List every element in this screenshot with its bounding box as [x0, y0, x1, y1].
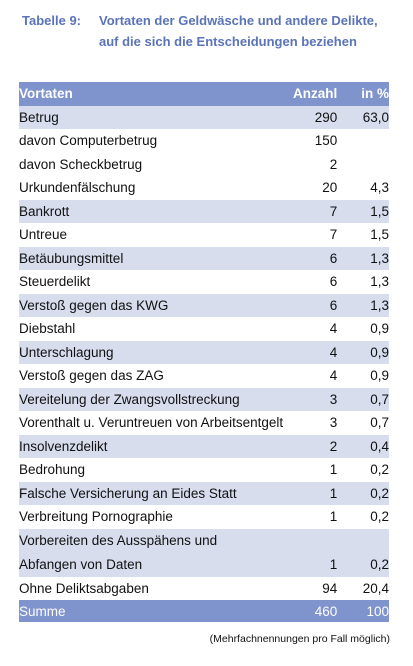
table-row: Abfangen von Daten 1 0,2 [19, 552, 389, 577]
table-row: Vorenthalt u. Veruntreuen von Arbeitsent… [19, 411, 389, 435]
row-count: 94 [283, 576, 338, 600]
row-count: 6 [283, 246, 338, 270]
table-row: Verstoß gegen das KWG 6 1,3 [19, 293, 389, 317]
row-percent: 20,4 [337, 576, 389, 600]
table-row: Ohne Deliktsabgaben 94 20,4 [19, 576, 389, 600]
row-percent: 0,7 [337, 387, 389, 411]
row-count: 7 [283, 223, 338, 247]
header-offense: Vortaten [19, 82, 284, 106]
total-percent: 100 [337, 600, 389, 622]
row-percent: 0,9 [337, 340, 389, 364]
header-count: Anzahl [283, 82, 338, 106]
row-offense: Betrug [19, 105, 284, 129]
row-count: 6 [283, 270, 338, 294]
row-offense: Untreue [19, 223, 284, 247]
row-count: 1 [283, 481, 338, 505]
total-count: 460 [283, 600, 338, 622]
table-row: Diebstahl 4 0,9 [19, 317, 389, 341]
row-offense: Bankrott [19, 199, 284, 223]
row-percent [337, 152, 389, 176]
table-row: Verstoß gegen das ZAG 4 0,9 [19, 364, 389, 388]
row-offense: Urkundenfälschung [19, 176, 284, 200]
row-count: 4 [283, 340, 338, 364]
row-offense: Insolvenzdelikt [19, 434, 284, 458]
total-label: Summe [19, 600, 284, 622]
row-percent: 1,5 [337, 223, 389, 247]
row-offense-line-1: Vorbereiten des Ausspähens und [19, 528, 284, 553]
row-count: 20 [283, 176, 338, 200]
table-row: davon Computerbetrug 150 [19, 129, 389, 153]
row-offense: Verstoß gegen das KWG [19, 293, 284, 317]
row-percent: 1,3 [337, 246, 389, 270]
table-row: Unterschlagung 4 0,9 [19, 340, 389, 364]
row-count: 3 [283, 387, 338, 411]
row-offense: Bedrohung [19, 458, 284, 482]
row-count: 150 [283, 129, 338, 153]
table-row: Untreue 7 1,5 [19, 223, 389, 247]
row-offense: Vereitelung der Zwangsvollstreckung [19, 387, 284, 411]
row-count: 3 [283, 411, 338, 435]
row-offense-line-2: Abfangen von Daten [19, 552, 284, 577]
row-percent: 1,3 [337, 293, 389, 317]
table-row: Urkundenfälschung 20 4,3 [19, 176, 389, 200]
table-row: Bedrohung 1 0,2 [19, 458, 389, 482]
table-row: Betäubungsmittel 6 1,3 [19, 246, 389, 270]
row-percent: 0,4 [337, 434, 389, 458]
row-count: 1 [283, 552, 338, 577]
row-percent: 1,5 [337, 199, 389, 223]
row-offense: Verbreitung Pornographie [19, 505, 284, 529]
row-offense: davon Scheckbetrug [19, 152, 284, 176]
row-count: 290 [283, 105, 338, 129]
table-header-row: Vortaten Anzahl in % [19, 82, 389, 106]
table-row: Steuerdelikt 6 1,3 [19, 270, 389, 294]
row-offense: davon Computerbetrug [19, 129, 284, 153]
row-count: 4 [283, 364, 338, 388]
table-row: Vereitelung der Zwangsvollstreckung 3 0,… [19, 387, 389, 411]
row-offense: Falsche Versicherung an Eides Statt [19, 481, 284, 505]
row-count: 4 [283, 317, 338, 341]
table-row: davon Scheckbetrug 2 [19, 152, 389, 176]
row-count: 1 [283, 505, 338, 529]
row-percent: 63,0 [337, 105, 389, 129]
row-percent: 0,2 [337, 481, 389, 505]
row-offense: Vorenthalt u. Veruntreuen von Arbeitsent… [19, 411, 284, 435]
footnote: (Mehrfachnennungen pro Fall möglich) [209, 633, 390, 645]
header-percent: in % [337, 82, 389, 106]
table-total-row: Summe 460 100 [19, 600, 389, 622]
row-percent: 0,9 [337, 364, 389, 388]
row-percent [337, 129, 389, 153]
row-percent: 0,2 [337, 552, 389, 577]
table-row: Bankrott 7 1,5 [19, 199, 389, 223]
row-count: 6 [283, 293, 338, 317]
row-count: 1 [283, 458, 338, 482]
row-count: 2 [283, 152, 338, 176]
offenses-table: Vortaten Anzahl in % Betrug 290 63,0 dav… [19, 82, 389, 622]
row-offense: Betäubungsmittel [19, 246, 284, 270]
row-percent: 4,3 [337, 176, 389, 200]
row-offense: Verstoß gegen das ZAG [19, 364, 284, 388]
row-count: 2 [283, 434, 338, 458]
row-offense: Diebstahl [19, 317, 284, 341]
table-row: Vorbereiten des Ausspähens und [19, 528, 389, 553]
row-offense: Unterschlagung [19, 340, 284, 364]
caption-title-line-1: Vortaten der Geldwäsche und andere Delik… [99, 13, 378, 28]
table-row: Insolvenzdelikt 2 0,4 [19, 434, 389, 458]
row-percent: 1,3 [337, 270, 389, 294]
row-percent: 0,2 [337, 458, 389, 482]
table-row: Verbreitung Pornographie 1 0,2 [19, 505, 389, 529]
row-percent: 0,9 [337, 317, 389, 341]
table-body: Betrug 290 63,0 davon Computerbetrug 150… [19, 105, 389, 622]
table-row: Betrug 290 63,0 [19, 105, 389, 129]
caption-title-line-2: auf die sich die Entscheidungen beziehen [99, 34, 357, 49]
row-offense: Ohne Deliktsabgaben [19, 576, 284, 600]
row-percent: 0,2 [337, 505, 389, 529]
row-offense: Steuerdelikt [19, 270, 284, 294]
row-count: 7 [283, 199, 338, 223]
table-row: Falsche Versicherung an Eides Statt 1 0,… [19, 481, 389, 505]
row-percent: 0,7 [337, 411, 389, 435]
caption-label: Tabelle 9: [22, 13, 82, 28]
